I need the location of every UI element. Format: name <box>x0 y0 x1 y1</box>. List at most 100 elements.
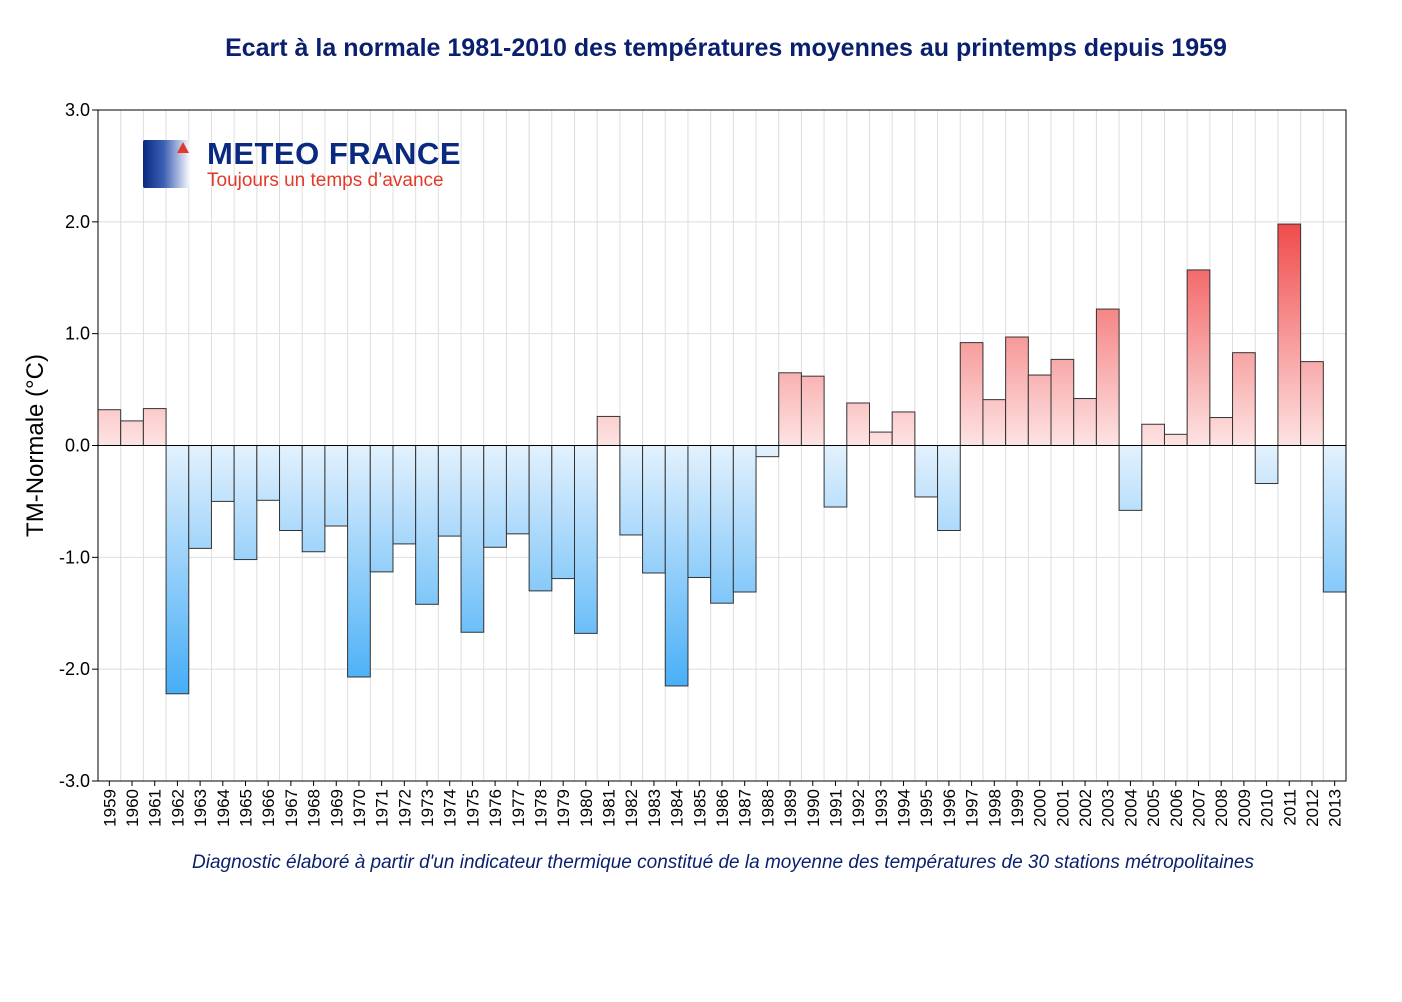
x-tick-label: 2007 <box>1190 789 1209 827</box>
x-tick-label: 1980 <box>577 789 596 827</box>
x-tick-label: 1965 <box>236 789 255 827</box>
bar-1995 <box>914 445 939 498</box>
x-tick-label: 1971 <box>373 789 392 827</box>
red-star-icon <box>177 142 189 153</box>
bar-2005 <box>1141 423 1165 447</box>
x-tick-label: 1976 <box>486 789 505 827</box>
bar-1989 <box>778 372 802 446</box>
y-tick-label: 2.0 <box>65 212 90 232</box>
bar-2010 <box>1254 445 1279 485</box>
x-tick-label: 1959 <box>100 789 119 827</box>
bar-1969 <box>324 445 349 527</box>
bar-2004 <box>1118 445 1143 511</box>
bar-2011 <box>1277 223 1302 446</box>
bar-2006 <box>1163 433 1188 447</box>
x-tick-label: 1984 <box>668 789 687 827</box>
bar-1980 <box>574 445 598 634</box>
bar-1965 <box>233 445 258 561</box>
bar-1982 <box>619 445 644 536</box>
y-tick-label: 0.0 <box>65 436 90 456</box>
bar-1984 <box>664 445 689 687</box>
bar-1968 <box>301 445 326 553</box>
x-tick-label: 1973 <box>418 789 437 827</box>
bar-1967 <box>279 445 303 531</box>
bar-2003 <box>1095 308 1120 446</box>
x-tick-label: 2005 <box>1144 789 1163 827</box>
y-tick-label: 1.0 <box>65 324 90 344</box>
bar-1966 <box>256 445 281 501</box>
bar-2008 <box>1209 417 1234 446</box>
x-tick-label: 1974 <box>441 789 460 827</box>
bar-1991 <box>823 445 848 508</box>
x-tick-label: 1982 <box>622 789 641 827</box>
x-tick-label: 1996 <box>940 789 959 827</box>
y-tick-label: 3.0 <box>65 100 90 120</box>
x-tick-label: 1998 <box>985 789 1004 827</box>
x-tick-label: 1979 <box>554 789 573 827</box>
x-tick-label: 1966 <box>259 789 278 827</box>
x-tick-label: 2001 <box>1053 789 1072 827</box>
bar-1962 <box>165 445 190 695</box>
x-tick-label: 1963 <box>191 789 210 827</box>
bar-1994 <box>891 411 916 447</box>
y-tick-label: -1.0 <box>59 547 90 567</box>
y-tick-label: -3.0 <box>59 771 90 791</box>
bar-2001 <box>1050 358 1075 446</box>
bar-1985 <box>687 445 712 578</box>
bar-1981 <box>596 415 621 447</box>
bar-1983 <box>642 445 666 574</box>
x-tick-label: 2000 <box>1031 789 1050 827</box>
x-tick-label: 1988 <box>758 789 777 827</box>
x-tick-label: 1986 <box>713 789 732 827</box>
x-tick-label: 2003 <box>1099 789 1118 827</box>
x-tick-label: 1990 <box>804 789 823 827</box>
x-axis: 1959 1960 1961 1962 1963 1964 1965 1966 1967 1968… <box>100 781 1345 827</box>
x-tick-label: 1997 <box>963 789 982 827</box>
bar-1992 <box>846 402 870 446</box>
x-tick-label: 2010 <box>1258 789 1277 827</box>
chart-footnote: Diagnostic élaboré à partir d'un indicat… <box>192 852 1254 873</box>
x-tick-label: 2004 <box>1121 789 1140 827</box>
meteo-france-logo: METEO FRANCE Toujours un temps d’avance <box>141 136 486 192</box>
bar-1988 <box>755 445 780 458</box>
y-axis: -3.0 -2.0 -1.0 0.0 1.0 2.0 3.0 <box>59 100 98 791</box>
bar-1973 <box>415 445 439 605</box>
bar-2013 <box>1322 445 1347 593</box>
logo-slogan: Toujours un temps d’avance <box>207 170 444 191</box>
bar-1977 <box>505 445 530 535</box>
x-tick-label: 1977 <box>509 789 528 827</box>
bars <box>97 223 1347 695</box>
x-tick-label: 2012 <box>1303 789 1322 827</box>
x-tick-label: 2009 <box>1235 789 1254 827</box>
y-axis-label: TM-Normale (°C) <box>22 354 49 537</box>
bar-1975 <box>460 445 485 633</box>
x-tick-label: 1961 <box>146 789 165 827</box>
bar-1986 <box>710 445 734 604</box>
bar-1971 <box>369 445 394 573</box>
x-tick-label: 1978 <box>531 789 550 827</box>
logo-name: METEO FRANCE <box>207 136 461 171</box>
x-tick-label: 2011 <box>1280 789 1299 826</box>
x-tick-label: 1987 <box>736 789 755 827</box>
x-tick-label: 1991 <box>826 789 845 827</box>
x-tick-label: 2013 <box>1326 789 1345 827</box>
bar-1978 <box>528 445 553 592</box>
bar-2002 <box>1073 398 1097 446</box>
x-tick-label: 1983 <box>645 789 664 827</box>
chart-title: Ecart à la normale 1981-2010 des tempéra… <box>225 34 1227 62</box>
bar-2000 <box>1027 374 1052 447</box>
x-tick-label: 1960 <box>123 789 142 827</box>
x-tick-label: 1981 <box>600 789 619 827</box>
x-tick-label: 1962 <box>168 789 187 827</box>
bar-2012 <box>1300 361 1324 446</box>
bar-1979 <box>551 445 576 580</box>
bar-1972 <box>392 445 417 545</box>
meteo-france-emblem-icon <box>143 140 189 188</box>
bar-2009 <box>1232 352 1256 447</box>
x-tick-label: 1999 <box>1008 789 1027 827</box>
bar-1993 <box>868 431 893 446</box>
bar-1961 <box>142 408 167 446</box>
x-tick-label: 2006 <box>1167 789 1186 827</box>
bar-1997 <box>959 342 984 447</box>
x-tick-label: 1992 <box>849 789 868 827</box>
